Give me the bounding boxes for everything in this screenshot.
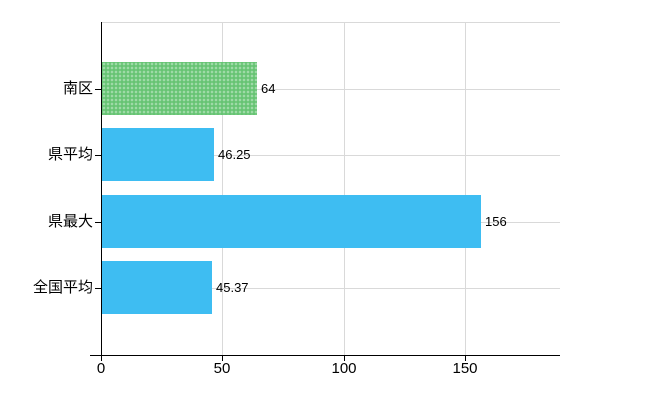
value-label: 46.25 xyxy=(218,147,251,162)
bar xyxy=(102,195,481,248)
x-axis-tick xyxy=(222,355,223,361)
y-axis-tick xyxy=(95,288,101,289)
y-axis-line xyxy=(101,22,102,356)
x-axis-line xyxy=(90,355,560,356)
grid-line-vertical xyxy=(344,22,345,355)
bar xyxy=(102,62,257,115)
bar xyxy=(102,128,214,181)
category-label: 全国平均 xyxy=(32,279,93,296)
x-tick-label: 50 xyxy=(213,360,231,377)
y-axis-tick xyxy=(95,89,101,90)
y-axis-tick xyxy=(95,155,101,156)
grid-line-vertical xyxy=(222,22,223,355)
x-tick-label: 150 xyxy=(452,360,478,377)
x-tick-label: 0 xyxy=(96,360,106,377)
value-label: 45.37 xyxy=(216,280,249,295)
value-label: 64 xyxy=(261,81,276,96)
row-line xyxy=(101,288,560,289)
value-label: 156 xyxy=(485,214,507,229)
x-tick-label: 100 xyxy=(331,360,357,377)
row-line xyxy=(101,155,560,156)
category-label: 県最大 xyxy=(47,213,93,230)
category-label: 県平均 xyxy=(47,146,93,163)
x-axis-tick xyxy=(465,355,466,361)
plot-top-border xyxy=(101,22,560,23)
x-axis-tick xyxy=(344,355,345,361)
x-axis-tick xyxy=(101,355,102,361)
bar xyxy=(102,261,212,314)
row-line xyxy=(101,89,560,90)
category-label: 南区 xyxy=(62,80,93,97)
grid-line-vertical xyxy=(465,22,466,355)
y-axis-tick xyxy=(95,222,101,223)
